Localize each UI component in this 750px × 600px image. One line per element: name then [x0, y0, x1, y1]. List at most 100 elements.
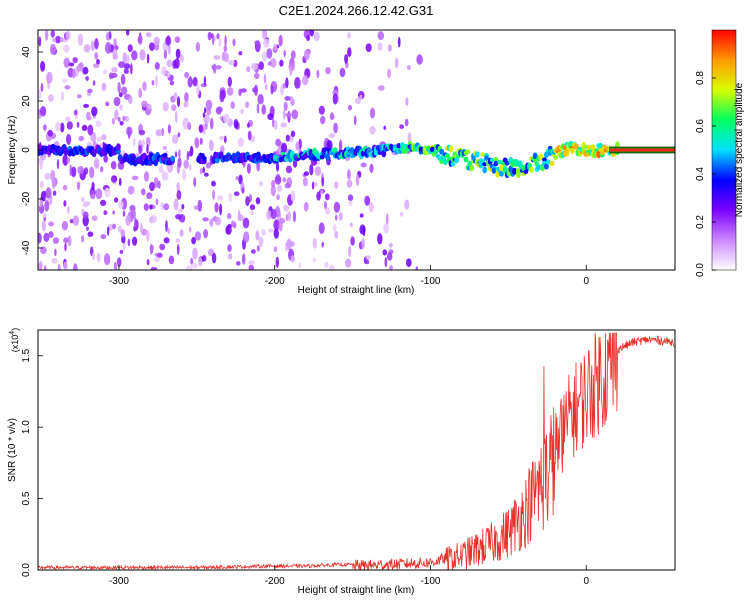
spectrogram-cell: [227, 244, 232, 252]
spectrogram-cell: [291, 109, 299, 120]
spectrogram-cell: [246, 66, 251, 73]
colorbar: 0.0 0.2 0.4 0.6 0.8 Normalized spectral ampl…: [695, 29, 745, 277]
spectrogram-cell: [333, 201, 341, 213]
spectrogram-cell: [55, 35, 61, 44]
spectrogram-cell: [173, 198, 179, 211]
spectrogram-cell: [163, 49, 167, 60]
spectrogram-cell: [493, 160, 499, 167]
spectrogram-cell: [162, 146, 167, 150]
y-tick-label: -40: [21, 240, 32, 255]
spectrogram-cell: [329, 112, 335, 121]
spectrogram-cell: [38, 36, 42, 47]
spectrogram-cell: [407, 65, 411, 71]
y-tick-label: 1.5: [21, 348, 32, 362]
spectrogram-cell: [143, 203, 149, 211]
spectrogram-cell: [112, 223, 116, 230]
spectrogram-cell: [138, 144, 142, 155]
spectrogram-cell: [103, 154, 108, 163]
spectrogram-cell: [39, 180, 44, 189]
spectrogram-cell: [176, 96, 181, 108]
spectrogram-cell: [355, 97, 361, 105]
spectrogram-cell: [482, 162, 488, 167]
spectrogram-cell: [218, 135, 225, 141]
spectrogram-cell: [347, 104, 353, 111]
spectrogram-cell: [63, 200, 67, 207]
spectrogram-cell: [119, 104, 123, 111]
spectrogram-cell: [138, 129, 146, 136]
spectrogram-cell: [474, 151, 480, 158]
spectrogram-cell: [125, 115, 130, 122]
spectrogram-cell: [598, 142, 603, 150]
spectrogram-cell: [326, 140, 333, 151]
spectrogram-cell: [348, 245, 352, 258]
spectrogram-cell: [202, 123, 206, 135]
spectrogram-cell: [194, 137, 200, 149]
spectrogram-cell: [256, 103, 260, 114]
spectrogram-cell: [443, 159, 448, 166]
spectrogram-cell: [258, 236, 264, 247]
spectrogram-cell: [323, 201, 328, 210]
spectrogram-cells: [38, 30, 675, 270]
spectrogram-cell: [162, 101, 169, 112]
spectrogram-cell: [44, 172, 51, 180]
spectrogram-cell: [250, 210, 255, 215]
spectrogram-cell: [284, 96, 291, 101]
spectrogram-cell: [314, 166, 322, 176]
spectrogram-cell: [77, 33, 84, 46]
spectrogram-cell: [245, 196, 250, 207]
spectrogram-cell: [223, 44, 228, 53]
spectrogram-cell: [224, 135, 227, 144]
spectrogram-cell: [545, 159, 551, 165]
x-tick-label: -100: [420, 576, 440, 587]
spectrogram-cell: [154, 62, 160, 70]
spectrogram-cell: [247, 122, 250, 128]
spectrogram-cell: [141, 100, 148, 108]
spectrogram-cell: [190, 257, 194, 265]
spectrogram-cell: [117, 82, 121, 94]
spectrogram-cell: [72, 68, 76, 79]
spectrogram-cell: [175, 238, 181, 243]
colorbar-label: Normalized spectral amplitude: [734, 82, 745, 217]
spectrogram-cell: [65, 116, 71, 122]
spectrogram-cell: [83, 103, 90, 108]
spectrogram-cell: [320, 189, 324, 195]
spectrogram-cell: [140, 160, 146, 166]
spectrogram-cell: [64, 85, 71, 90]
spectrogram-cell: [318, 222, 325, 234]
spectrogram-cell: [44, 200, 50, 212]
spectrogram-cell: [73, 263, 78, 270]
spectrogram-cell: [62, 154, 69, 166]
spectrogram-cell: [285, 205, 289, 213]
spectrogram-cell: [227, 60, 235, 65]
spectrogram-cell: [544, 163, 549, 170]
spectrogram-cell: [105, 42, 112, 54]
spectrogram-cell: [609, 148, 675, 152]
spectrogram-cell: [405, 97, 409, 106]
spectrogram-cell: [350, 236, 355, 246]
spectrogram-cell: [86, 116, 92, 121]
spectrogram-cell: [200, 83, 207, 88]
spectrogram-cell: [57, 263, 61, 270]
spectrogram-cell: [258, 61, 265, 71]
snr-series-line: [38, 331, 675, 570]
spectrogram-cell: [114, 109, 119, 121]
spectrogram-cell: [386, 213, 389, 225]
spectrogram-cell: [125, 54, 130, 63]
spectrogram-cell: [146, 144, 149, 154]
spectrogram-cell: [146, 229, 150, 242]
spectrogram-cell: [117, 200, 124, 209]
spectrogram-cell: [416, 54, 423, 65]
spectrogram-cell: [216, 33, 220, 40]
spectrogram-cell: [86, 226, 89, 231]
spectrogram-cell: [248, 260, 255, 266]
spectrogram-cell: [48, 231, 54, 238]
spectrogram-cell: [324, 261, 329, 269]
spectrogram-cell: [139, 49, 146, 61]
spectrogram-cell: [277, 185, 283, 192]
spectrogram-cell: [62, 78, 68, 83]
spectrogram-cell: [273, 43, 277, 52]
spectrogram-cell: [311, 181, 315, 190]
spectrogram-cell: [118, 177, 122, 186]
spectrogram-cell: [265, 83, 268, 91]
